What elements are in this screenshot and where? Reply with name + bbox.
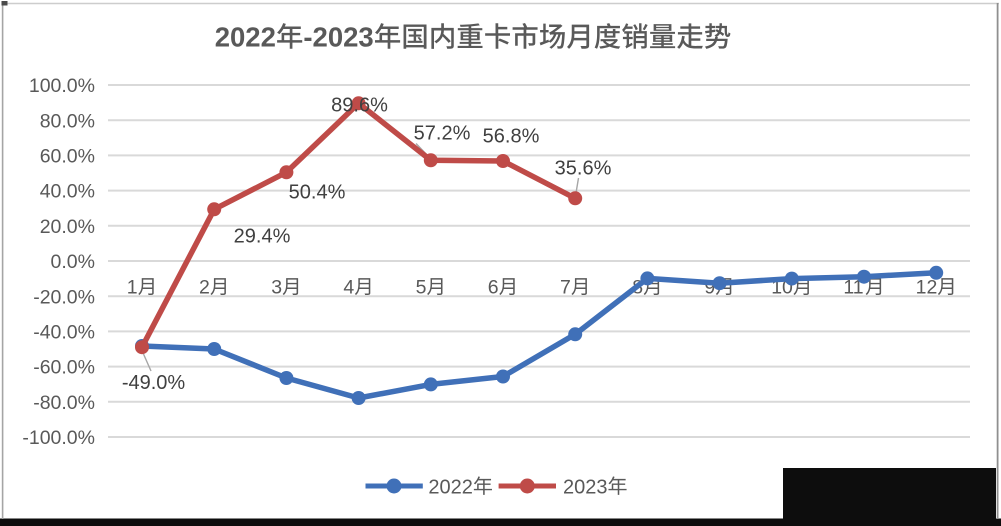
svg-text:29.4%: 29.4% (234, 225, 291, 247)
svg-text:60.0%: 60.0% (40, 146, 95, 168)
svg-text:80.0%: 80.0% (40, 110, 95, 132)
svg-text:7: 7 (560, 277, 571, 299)
svg-text:2: 2 (199, 277, 210, 299)
svg-text:1: 1 (127, 277, 138, 299)
svg-text:56.8%: 56.8% (483, 125, 540, 147)
svg-text:0.0%: 0.0% (51, 251, 95, 273)
svg-text:6: 6 (488, 277, 499, 299)
svg-text:35.6%: 35.6% (555, 157, 612, 179)
svg-text:-100.0%: -100.0% (22, 427, 95, 449)
svg-text:57.2%: 57.2% (414, 122, 471, 144)
svg-text:89.6%: 89.6% (331, 94, 388, 116)
svg-text:9: 9 (704, 277, 715, 299)
svg-text:50.4%: 50.4% (289, 181, 346, 203)
svg-text:2022: 2022 (215, 22, 276, 53)
svg-text:-2023: -2023 (303, 22, 373, 53)
svg-text:12: 12 (916, 277, 938, 299)
svg-text:-40.0%: -40.0% (33, 322, 95, 344)
svg-text:2022: 2022 (428, 476, 473, 498)
svg-text:100.0%: 100.0% (29, 75, 95, 97)
svg-text:-20.0%: -20.0% (33, 286, 95, 308)
svg-text:-60.0%: -60.0% (33, 357, 95, 379)
svg-text:40.0%: 40.0% (40, 181, 95, 203)
svg-text:2023: 2023 (563, 476, 608, 498)
svg-text:5: 5 (416, 277, 427, 299)
svg-text:4: 4 (343, 277, 354, 299)
svg-text:11: 11 (843, 277, 863, 299)
svg-text:20.0%: 20.0% (40, 216, 95, 238)
svg-text:-49.0%: -49.0% (122, 372, 186, 394)
svg-text:3: 3 (271, 277, 282, 299)
svg-text:-80.0%: -80.0% (33, 392, 95, 414)
